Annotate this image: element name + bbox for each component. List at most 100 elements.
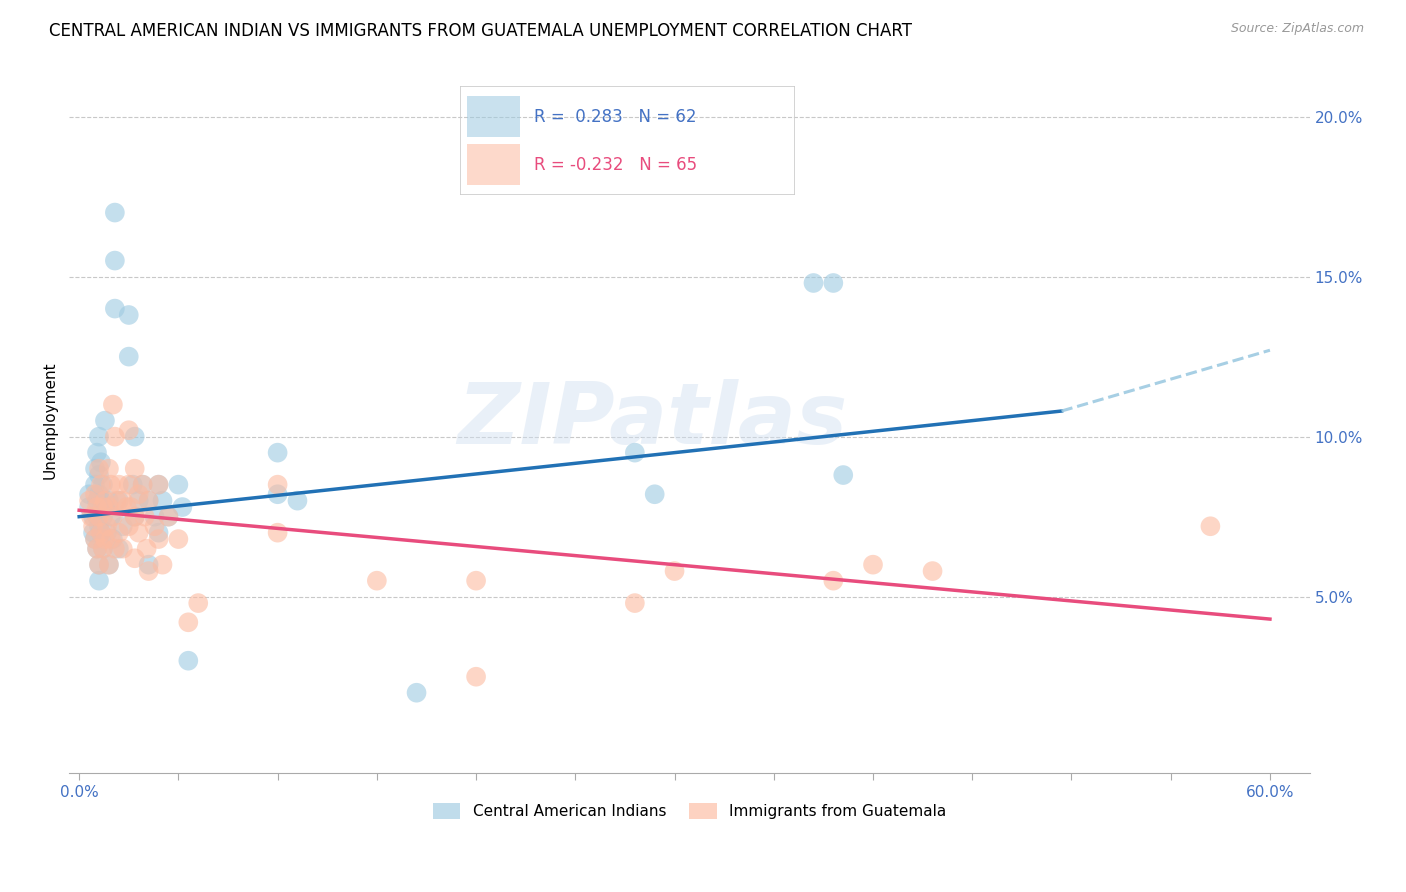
Point	[266, 487, 288, 501]
Text: CENTRAL AMERICAN INDIAN VS IMMIGRANTS FROM GUATEMALA UNEMPLOYMENT CORRELATION CH: CENTRAL AMERICAN INDIAN VS IMMIGRANTS FR…	[49, 22, 912, 40]
Point	[124, 509, 146, 524]
Point	[77, 487, 100, 501]
Point	[287, 493, 309, 508]
Point	[90, 493, 112, 508]
Point	[405, 686, 427, 700]
Text: Source: ZipAtlas.com: Source: ZipAtlas.com	[1230, 22, 1364, 36]
Point	[148, 477, 170, 491]
Point	[101, 398, 124, 412]
Point	[167, 477, 190, 491]
Point	[131, 477, 153, 491]
Point	[104, 205, 127, 219]
Point	[108, 477, 131, 491]
Point	[118, 477, 141, 491]
Point	[96, 519, 118, 533]
Point	[104, 301, 127, 316]
Point	[366, 574, 388, 588]
Point	[94, 493, 117, 508]
Point	[94, 500, 117, 514]
Point	[177, 654, 200, 668]
Point	[104, 253, 127, 268]
Legend: Central American Indians, Immigrants from Guatemala: Central American Indians, Immigrants fro…	[427, 797, 952, 825]
Point	[131, 477, 153, 491]
Point	[803, 276, 825, 290]
Point	[124, 461, 146, 475]
Point	[84, 461, 107, 475]
Point	[157, 509, 180, 524]
Point	[97, 558, 120, 572]
Point	[87, 509, 110, 524]
Point	[82, 509, 104, 524]
Point	[86, 445, 108, 459]
Point	[177, 615, 200, 630]
Point	[111, 541, 134, 556]
Point	[111, 493, 134, 508]
Point	[91, 541, 114, 556]
Point	[862, 558, 884, 572]
Point	[84, 487, 107, 501]
Point	[118, 519, 141, 533]
Point	[128, 493, 150, 508]
Point	[823, 276, 845, 290]
Point	[87, 461, 110, 475]
Point	[108, 525, 131, 540]
Point	[124, 509, 146, 524]
Point	[80, 509, 103, 524]
Point	[94, 532, 117, 546]
Point	[97, 461, 120, 475]
Point	[101, 509, 124, 524]
Point	[124, 551, 146, 566]
Point	[138, 564, 160, 578]
Point	[266, 477, 288, 491]
Point	[87, 558, 110, 572]
Point	[77, 493, 100, 508]
Point	[87, 519, 110, 533]
Point	[105, 493, 128, 508]
Point	[465, 574, 488, 588]
Point	[87, 429, 110, 443]
Point	[138, 493, 160, 508]
Point	[128, 525, 150, 540]
Point	[124, 429, 146, 443]
Point	[86, 493, 108, 508]
Point	[823, 574, 845, 588]
Point	[148, 525, 170, 540]
Point	[108, 493, 131, 508]
Point	[167, 532, 190, 546]
Point	[77, 500, 100, 514]
Point	[148, 532, 170, 546]
Point	[84, 532, 107, 546]
Point	[266, 525, 288, 540]
Point	[91, 541, 114, 556]
Point	[152, 558, 174, 572]
Y-axis label: Unemployment: Unemployment	[44, 362, 58, 479]
Point	[111, 519, 134, 533]
Point	[664, 564, 686, 578]
Point	[87, 558, 110, 572]
Point	[108, 541, 131, 556]
Point	[135, 541, 157, 556]
Point	[91, 477, 114, 491]
Point	[87, 574, 110, 588]
Point	[104, 429, 127, 443]
Point	[100, 509, 122, 524]
Point	[86, 541, 108, 556]
Point	[187, 596, 209, 610]
Point	[84, 532, 107, 546]
Point	[97, 558, 120, 572]
Point	[138, 558, 160, 572]
Point	[82, 519, 104, 533]
Point	[157, 509, 180, 524]
Point	[134, 509, 156, 524]
Point	[91, 509, 114, 524]
Point	[152, 493, 174, 508]
Point	[644, 487, 666, 501]
Point	[465, 670, 488, 684]
Point	[172, 500, 194, 514]
Point	[148, 477, 170, 491]
Point	[118, 308, 141, 322]
Point	[100, 532, 122, 546]
Point	[90, 455, 112, 469]
Point	[143, 519, 166, 533]
Point	[624, 596, 647, 610]
